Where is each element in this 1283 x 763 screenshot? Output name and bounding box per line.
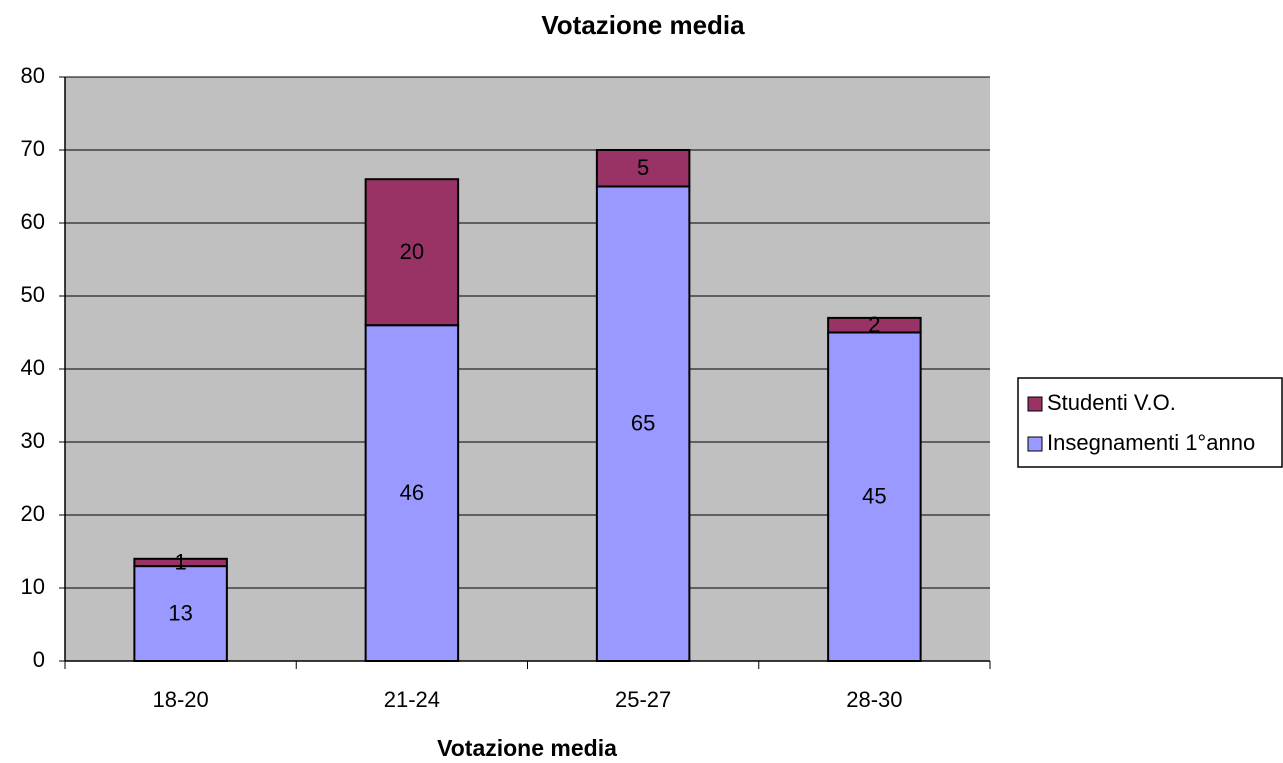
y-tick-label: 30	[21, 428, 45, 453]
bar-segment	[827, 316, 922, 334]
data-label: 20	[400, 239, 424, 264]
bar-segment	[133, 557, 228, 568]
data-label: 2	[868, 312, 880, 337]
x-tick-label: 28-30	[846, 687, 902, 712]
x-tick-label: 25-27	[615, 687, 671, 712]
bar-segment	[133, 565, 228, 662]
y-tick-label: 80	[21, 63, 45, 88]
legend-label: Insegnamenti 1°anno	[1047, 430, 1255, 455]
data-label: 5	[637, 155, 649, 180]
y-tick-label: 10	[21, 574, 45, 599]
data-label: 65	[631, 411, 655, 436]
chart-title: Votazione media	[541, 10, 745, 40]
y-tick-label: 0	[33, 647, 45, 672]
bar-segment	[364, 178, 460, 327]
y-tick-label: 60	[21, 209, 45, 234]
y-tick-label: 70	[21, 136, 45, 161]
y-tick-label: 20	[21, 501, 45, 526]
data-label: 45	[862, 484, 886, 509]
legend-swatch	[1027, 396, 1043, 412]
y-tick-label: 50	[21, 282, 45, 307]
legend-box	[1017, 377, 1283, 468]
data-label: 46	[400, 480, 424, 505]
bar-segment	[595, 185, 691, 662]
y-tick-label: 40	[21, 355, 45, 380]
legend-swatch	[1027, 436, 1043, 452]
bar-segment	[827, 331, 922, 662]
x-tick-label: 21-24	[384, 687, 440, 712]
data-label: 13	[168, 600, 192, 625]
x-axis-label: Votazione media	[437, 735, 617, 761]
bar-segment	[595, 149, 691, 188]
legend-label: Studenti V.O.	[1047, 390, 1176, 415]
x-tick-label: 18-20	[152, 687, 208, 712]
data-label: 1	[175, 549, 187, 574]
